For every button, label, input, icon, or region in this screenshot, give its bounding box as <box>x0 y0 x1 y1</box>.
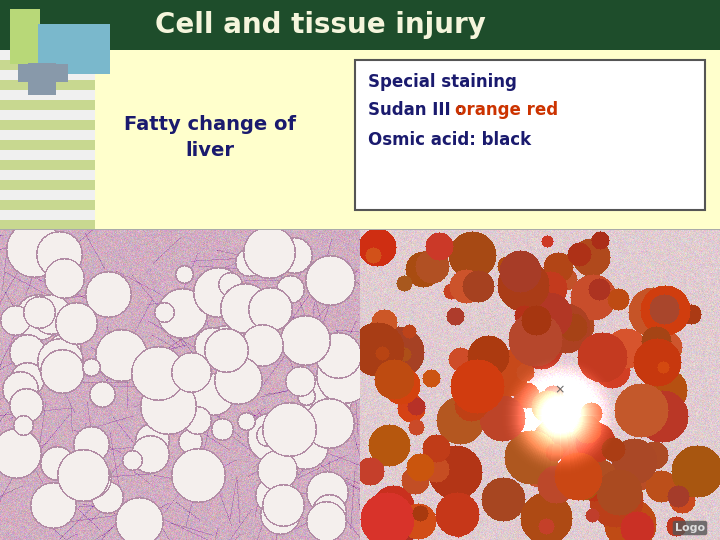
Bar <box>38 24 110 64</box>
Bar <box>0 110 95 120</box>
Bar <box>0 150 95 160</box>
Text: Fatty change of: Fatty change of <box>124 116 296 134</box>
Text: Special staining: Special staining <box>368 73 517 91</box>
Bar <box>0 190 95 200</box>
Bar <box>0 140 95 150</box>
Bar <box>38 62 110 74</box>
Bar <box>0 160 95 170</box>
Bar <box>0 80 95 90</box>
Bar <box>0 0 720 50</box>
Text: ×: × <box>554 383 565 396</box>
Bar <box>10 44 80 64</box>
Bar <box>0 180 95 190</box>
Bar <box>0 130 95 140</box>
Bar <box>0 170 95 180</box>
Bar <box>10 9 40 64</box>
Bar <box>0 120 95 130</box>
Text: orange red: orange red <box>455 101 558 119</box>
Bar <box>18 64 68 82</box>
Text: liver: liver <box>186 140 235 159</box>
Bar <box>10 26 30 44</box>
Bar <box>0 60 95 70</box>
Text: Cell and tissue injury: Cell and tissue injury <box>155 11 486 39</box>
Text: Sudan III :: Sudan III : <box>368 101 474 119</box>
Bar <box>0 90 95 100</box>
Bar <box>0 50 720 230</box>
Bar <box>0 70 95 80</box>
Text: Osmic acid: black: Osmic acid: black <box>368 131 531 149</box>
Bar <box>0 220 95 230</box>
Text: Logo: Logo <box>675 523 705 533</box>
FancyBboxPatch shape <box>355 60 705 210</box>
Bar <box>0 100 95 110</box>
Bar <box>0 200 95 210</box>
Bar <box>28 63 56 95</box>
Bar <box>0 210 95 220</box>
Bar <box>0 50 95 60</box>
Bar <box>0 229 720 232</box>
